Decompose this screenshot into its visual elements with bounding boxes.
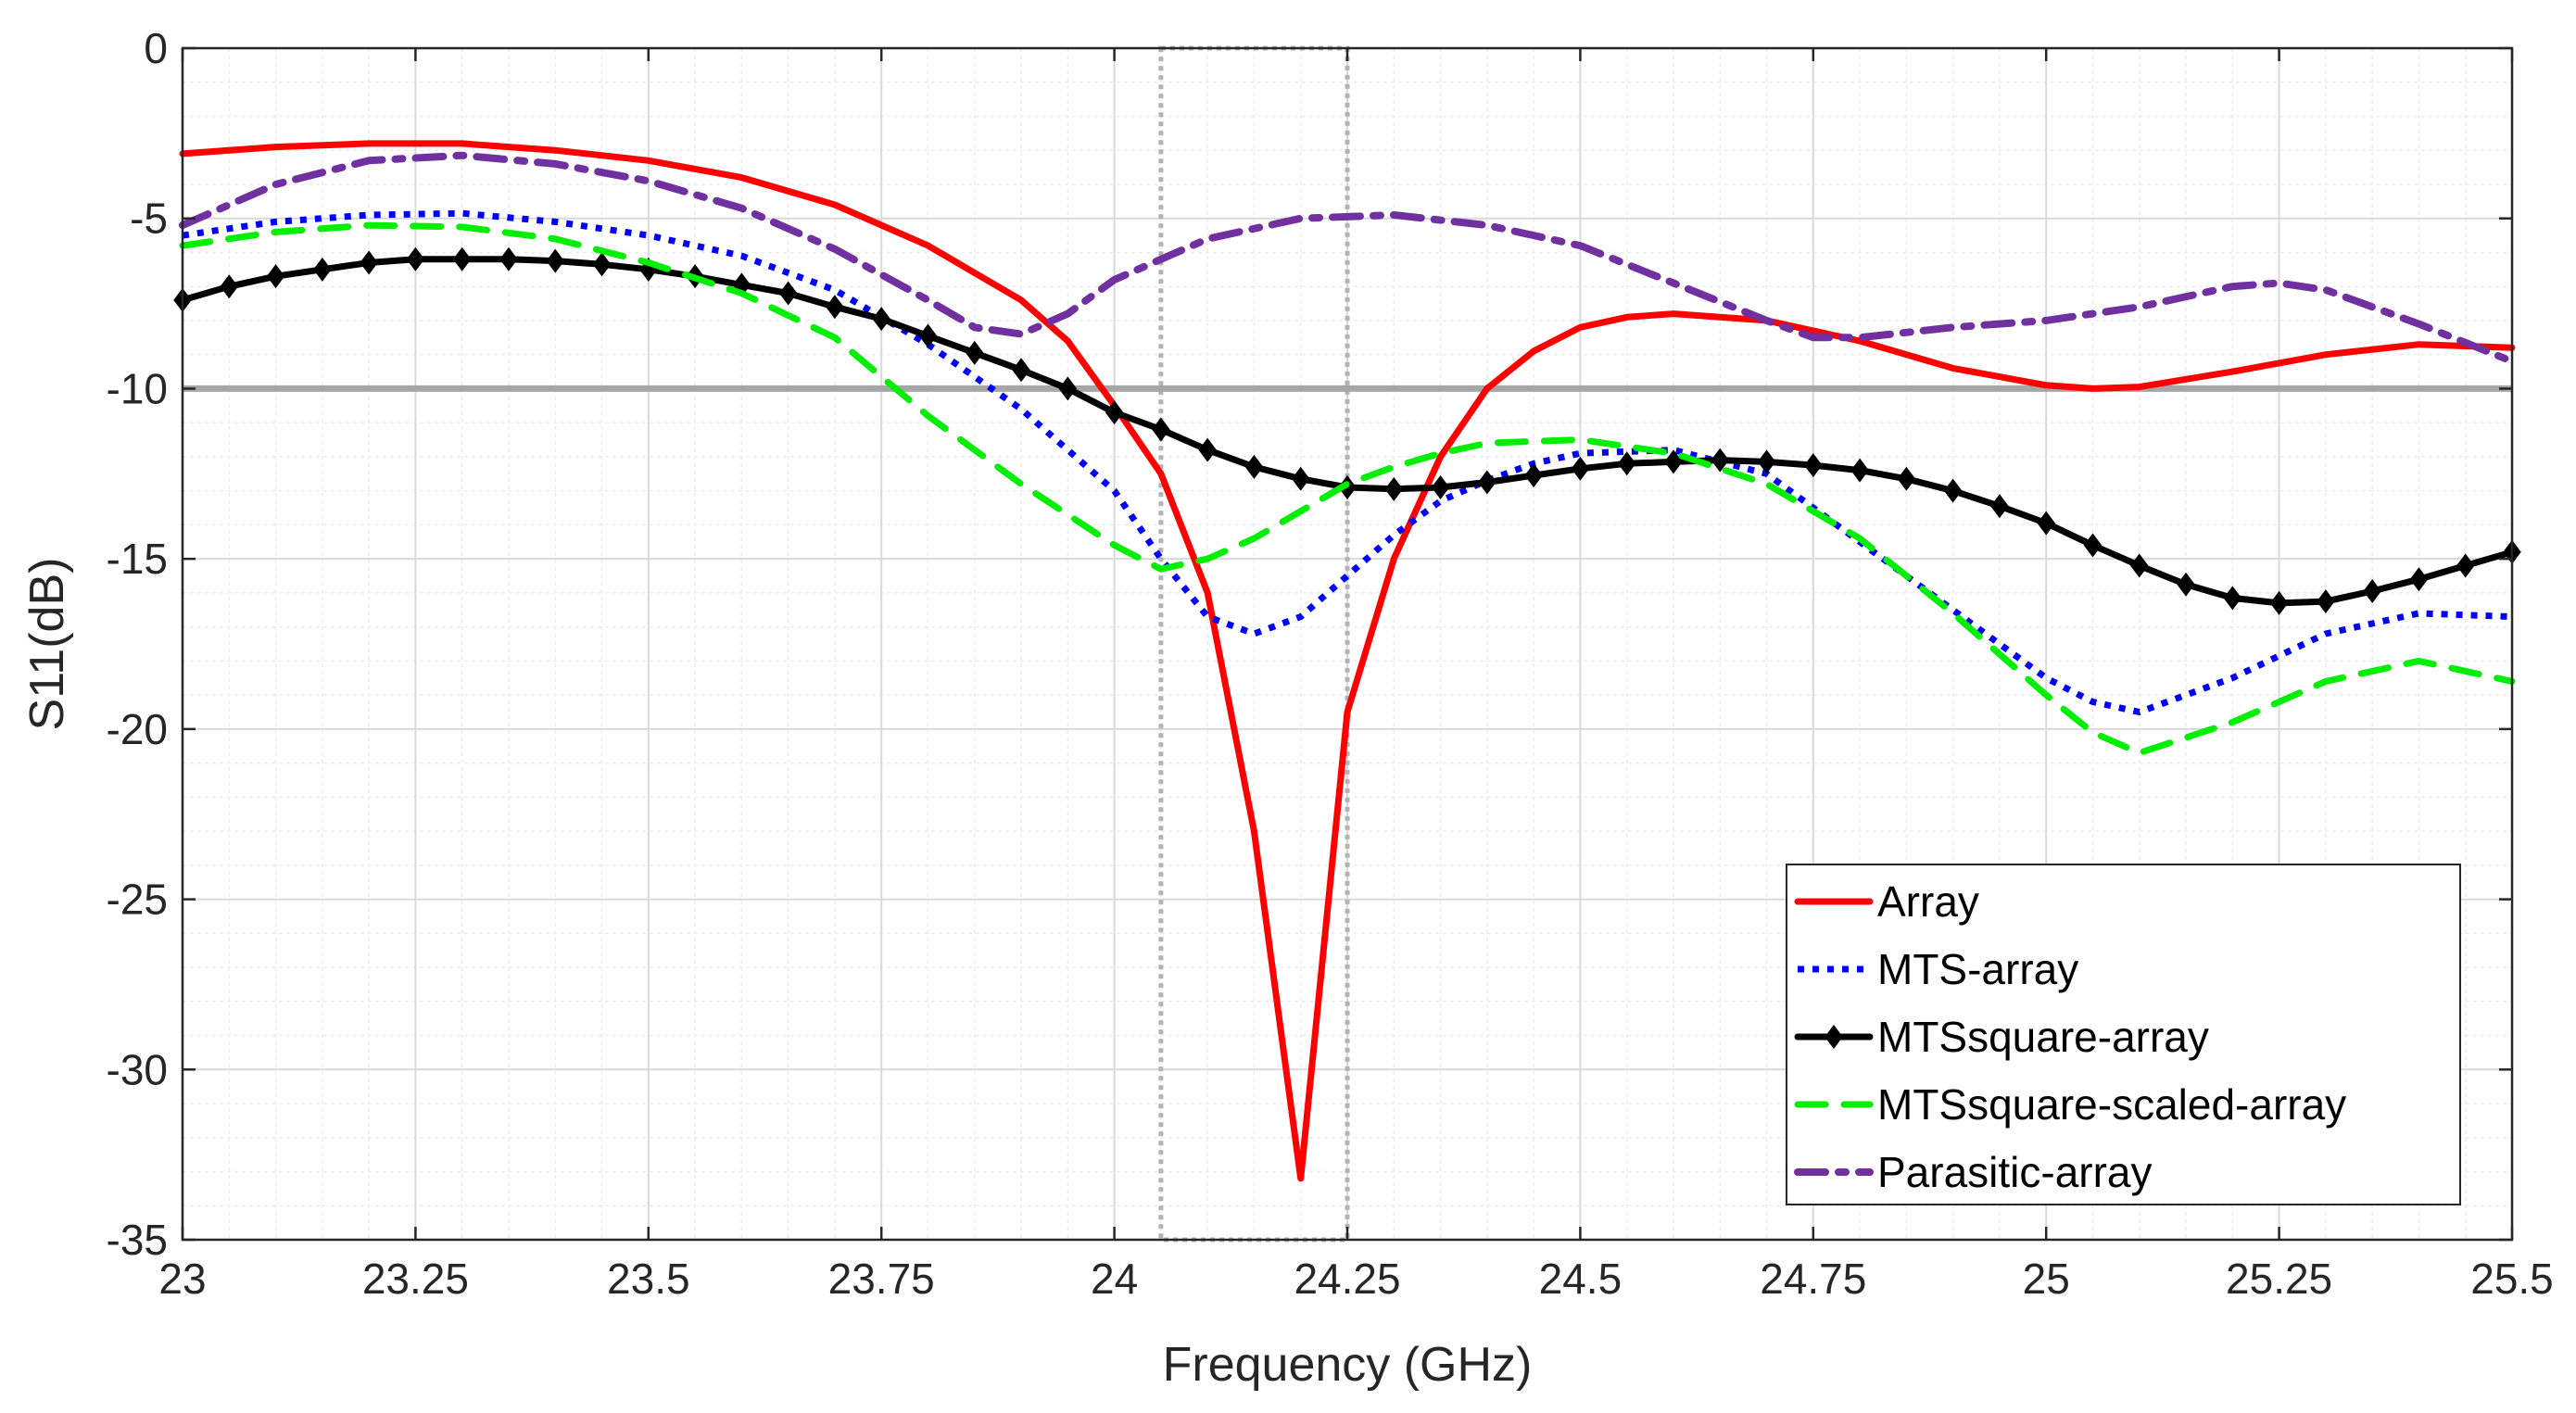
series-marker bbox=[1664, 449, 1683, 474]
series-marker bbox=[499, 246, 518, 271]
series-marker bbox=[872, 307, 890, 332]
series-marker bbox=[2083, 533, 2102, 558]
series-marker bbox=[1757, 449, 1776, 474]
series-marker bbox=[2130, 553, 2149, 578]
x-axis-label: Frequency (GHz) bbox=[1163, 1338, 1533, 1392]
y-tick-label: -30 bbox=[107, 1045, 168, 1093]
y-tick-label: -20 bbox=[107, 705, 168, 753]
series-marker bbox=[452, 246, 472, 271]
series-marker bbox=[1617, 451, 1636, 476]
series-layer bbox=[173, 140, 2521, 1182]
series-marker bbox=[966, 340, 984, 365]
x-tick-label: 25.5 bbox=[2470, 1255, 2554, 1303]
y-tick-label: -15 bbox=[107, 535, 168, 583]
x-tick-label: 23.25 bbox=[362, 1255, 469, 1303]
series-mtssquare-array bbox=[173, 246, 2521, 615]
y-tick-label: -10 bbox=[107, 364, 168, 412]
series-marker bbox=[2037, 511, 2055, 536]
series-line bbox=[179, 151, 2516, 365]
legend-marker bbox=[1825, 1025, 1843, 1049]
y-tick-label: -5 bbox=[130, 195, 168, 243]
y-axis-ticks: 0 -5 -10 -15 -20 -25 -30 -35 bbox=[107, 24, 2512, 1264]
series-marker bbox=[592, 252, 612, 277]
x-tick-label: 23.75 bbox=[828, 1255, 935, 1303]
series-marker bbox=[1943, 478, 1963, 503]
series-marker bbox=[2456, 553, 2475, 578]
series-marker bbox=[1524, 463, 1543, 488]
series-marker bbox=[2363, 579, 2381, 604]
x-tick-label: 25 bbox=[2023, 1255, 2070, 1303]
series-marker bbox=[1850, 458, 1869, 483]
legend-label: MTSsquare-scaled-array bbox=[1877, 1080, 2346, 1129]
x-tick-label: 24 bbox=[1091, 1255, 1138, 1303]
series-marker bbox=[2409, 567, 2429, 592]
x-axis-ticks: 23 23.25 23.5 23.75 24 24.25 24.5 24.75 25 25.25 2… bbox=[158, 48, 2554, 1303]
series-marker bbox=[826, 295, 844, 320]
legend-label: MTSsquare-array bbox=[1877, 1013, 2209, 1061]
x-tick-label: 24.25 bbox=[1294, 1255, 1400, 1303]
series-marker bbox=[1571, 456, 1590, 481]
series-marker bbox=[1152, 417, 1170, 442]
y-tick-label: -25 bbox=[107, 876, 168, 924]
y-axis-label: S11(dB) bbox=[20, 558, 74, 731]
series-marker bbox=[2223, 586, 2242, 611]
series-marker bbox=[220, 274, 239, 299]
series-marker bbox=[1990, 494, 2009, 519]
series-line bbox=[179, 221, 2516, 757]
legend: Array MTS-array MTSsquare-array MTSsquare-s… bbox=[1786, 864, 2461, 1205]
series-marker bbox=[266, 264, 285, 289]
series-marker bbox=[1897, 466, 1916, 491]
series-array bbox=[179, 140, 2516, 1182]
series-marker bbox=[1244, 454, 1264, 479]
series-marker bbox=[778, 281, 798, 306]
series-marker bbox=[546, 248, 564, 273]
y-tick-label: -35 bbox=[107, 1216, 168, 1264]
series-marker bbox=[1105, 400, 1124, 425]
series-marker bbox=[313, 257, 332, 282]
series-marker bbox=[2269, 590, 2289, 615]
series-marker bbox=[1384, 476, 1404, 501]
series-marker bbox=[1058, 376, 1078, 401]
series-marker bbox=[1711, 448, 1729, 473]
x-tick-label: 23 bbox=[158, 1255, 206, 1303]
series-marker bbox=[1012, 358, 1030, 383]
series-marker bbox=[360, 250, 378, 275]
series-marker bbox=[1478, 470, 1496, 495]
x-tick-label: 23.5 bbox=[607, 1255, 690, 1303]
series-mtssquare-scaled-array bbox=[179, 221, 2516, 757]
series-marker bbox=[1198, 437, 1217, 462]
series-marker bbox=[1431, 474, 1450, 499]
series-parasitic-array bbox=[179, 151, 2516, 365]
series-marker bbox=[406, 246, 425, 271]
series-marker bbox=[1291, 466, 1310, 491]
x-tick-label: 24.5 bbox=[1539, 1255, 1623, 1303]
series-marker bbox=[1804, 453, 1823, 478]
legend-label: Array bbox=[1877, 877, 1979, 926]
series-marker bbox=[2317, 589, 2335, 614]
legend-label: Parasitic-array bbox=[1877, 1148, 2153, 1196]
y-tick-label: 0 bbox=[144, 24, 168, 72]
legend-label: MTS-array bbox=[1877, 945, 2078, 993]
series-marker bbox=[2177, 572, 2195, 597]
series-marker bbox=[918, 323, 938, 348]
series-line bbox=[179, 140, 2516, 1182]
x-tick-label: 24.75 bbox=[1760, 1255, 1866, 1303]
x-tick-label: 25.25 bbox=[2226, 1255, 2332, 1303]
legend-box bbox=[1786, 864, 2461, 1205]
